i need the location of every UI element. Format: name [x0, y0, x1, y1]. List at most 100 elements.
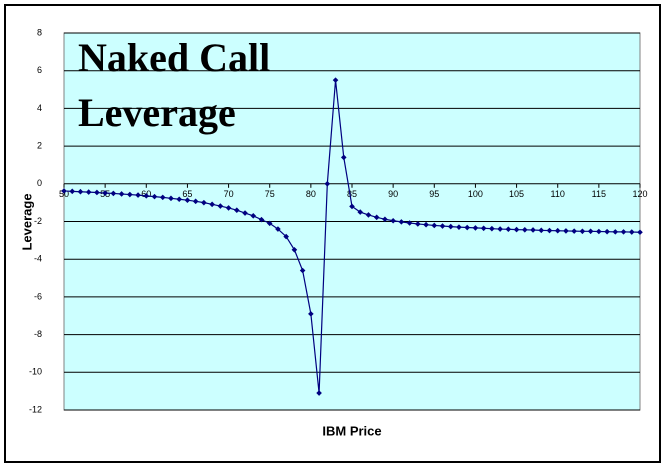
- marker: [497, 226, 503, 232]
- x-tick-label: 75: [265, 189, 275, 199]
- marker: [258, 216, 265, 223]
- y-tick-label: 2: [37, 140, 42, 150]
- x-tick-label: 110: [551, 189, 565, 199]
- marker: [489, 225, 495, 232]
- marker: [275, 226, 281, 232]
- x-tick-label: 80: [306, 189, 316, 199]
- marker: [596, 228, 602, 235]
- chart-title: Naked Call: [78, 35, 270, 80]
- y-tick-label: 4: [37, 103, 42, 113]
- marker: [522, 226, 528, 233]
- marker: [143, 193, 150, 199]
- y-tick-label: -2: [34, 216, 42, 226]
- y-axis-label: Leverage: [19, 193, 34, 250]
- marker: [464, 224, 470, 231]
- marker: [217, 203, 224, 209]
- marker: [513, 226, 520, 233]
- y-tick-label: -10: [29, 367, 42, 377]
- marker: [431, 222, 438, 229]
- x-tick-label: 85: [347, 189, 357, 199]
- marker: [151, 193, 158, 200]
- marker: [69, 188, 76, 195]
- marker: [579, 228, 586, 235]
- marker: [563, 228, 569, 234]
- marker: [604, 228, 610, 235]
- marker: [406, 220, 413, 226]
- x-tick-label: 90: [388, 189, 398, 199]
- marker: [209, 201, 215, 208]
- marker: [612, 229, 619, 235]
- y-tick-label: -6: [34, 291, 42, 301]
- marker: [159, 194, 166, 201]
- x-tick-label: 95: [429, 189, 439, 199]
- marker: [94, 189, 100, 196]
- marker: [176, 196, 182, 203]
- marker: [168, 195, 174, 202]
- y-tick-label: -4: [34, 254, 42, 264]
- chart-title: Leverage: [78, 90, 236, 135]
- x-tick-label: 65: [182, 189, 192, 199]
- marker: [201, 199, 207, 206]
- marker: [102, 190, 108, 196]
- marker: [308, 311, 314, 317]
- marker: [538, 227, 545, 234]
- marker: [283, 233, 289, 240]
- marker: [587, 228, 594, 235]
- marker: [135, 192, 141, 198]
- y-tick-label: -12: [29, 404, 42, 414]
- marker: [332, 77, 339, 83]
- marker: [620, 229, 627, 235]
- x-tick-label: 70: [224, 189, 234, 199]
- marker: [571, 228, 577, 234]
- marker: [250, 213, 257, 219]
- marker: [85, 189, 92, 195]
- marker: [184, 197, 191, 203]
- marker: [423, 221, 429, 228]
- marker: [340, 154, 347, 161]
- marker: [398, 219, 405, 225]
- marker: [373, 214, 380, 221]
- marker: [192, 198, 199, 205]
- x-tick-label: 100: [468, 189, 483, 199]
- x-tick-label: 115: [592, 189, 606, 199]
- y-tick-label: 6: [37, 65, 42, 75]
- x-tick-label: 50: [59, 189, 69, 199]
- marker: [628, 229, 635, 235]
- y-tick-label: 0: [37, 178, 42, 188]
- marker: [530, 227, 536, 233]
- marker: [415, 221, 421, 227]
- marker: [316, 390, 322, 396]
- marker: [266, 220, 273, 227]
- y-tick-label: -8: [34, 329, 42, 339]
- marker: [110, 190, 117, 197]
- marker: [546, 227, 553, 234]
- marker: [382, 216, 388, 223]
- x-tick-label: 120: [632, 189, 647, 199]
- marker: [447, 223, 454, 230]
- y-tick-label: 8: [37, 27, 42, 37]
- marker: [234, 207, 240, 213]
- marker: [365, 212, 372, 218]
- marker: [324, 181, 331, 187]
- marker: [637, 229, 643, 236]
- marker: [472, 225, 479, 231]
- marker: [127, 191, 133, 198]
- marker: [349, 203, 355, 210]
- x-axis-label: IBM Price: [322, 423, 381, 438]
- marker: [439, 223, 446, 229]
- marker: [480, 225, 487, 232]
- marker: [225, 205, 232, 211]
- x-tick-label: 105: [509, 189, 524, 199]
- marker: [456, 224, 462, 230]
- marker: [118, 191, 125, 197]
- marker: [291, 246, 298, 253]
- marker: [390, 217, 396, 224]
- marker: [299, 267, 306, 274]
- marker: [357, 209, 364, 215]
- marker: [77, 188, 84, 195]
- marker: [554, 227, 561, 234]
- marker: [242, 210, 248, 216]
- marker: [505, 226, 512, 233]
